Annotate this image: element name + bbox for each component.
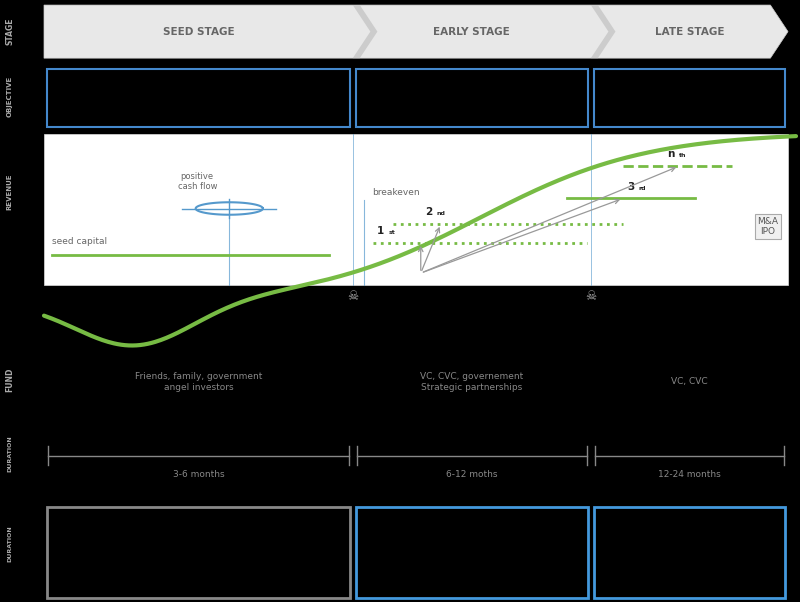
Text: 3: 3 <box>627 182 634 192</box>
Text: 1: 1 <box>377 226 384 237</box>
Text: DURATION: DURATION <box>7 526 12 562</box>
Text: ☠: ☠ <box>586 290 597 303</box>
Polygon shape <box>591 5 615 58</box>
Text: nd: nd <box>437 211 446 216</box>
Text: 12-24 months: 12-24 months <box>658 470 721 479</box>
Text: FUND: FUND <box>5 367 14 392</box>
Text: LATE STAGE: LATE STAGE <box>654 26 724 37</box>
Text: VC, CVC: VC, CVC <box>671 377 708 386</box>
Text: st: st <box>389 230 395 235</box>
Polygon shape <box>353 5 378 58</box>
Text: Friends, family, government
angel investors: Friends, family, government angel invest… <box>134 371 262 393</box>
Text: ☠: ☠ <box>347 290 358 303</box>
Bar <box>47 69 350 127</box>
Text: rd: rd <box>639 185 646 191</box>
Text: M&A
IPO: M&A IPO <box>758 217 778 236</box>
Text: breakeven: breakeven <box>372 188 419 197</box>
Text: 3-6 months: 3-6 months <box>173 470 224 479</box>
Bar <box>44 134 788 285</box>
Text: STAGE: STAGE <box>5 18 14 45</box>
Bar <box>356 507 588 598</box>
Bar <box>47 507 350 598</box>
Text: n: n <box>667 149 674 160</box>
Text: th: th <box>679 154 686 158</box>
Bar <box>594 69 785 127</box>
Text: EARLY STAGE: EARLY STAGE <box>434 26 510 37</box>
Text: REVENUE: REVENUE <box>6 173 13 210</box>
Text: SEED STAGE: SEED STAGE <box>162 26 234 37</box>
Text: 2: 2 <box>425 208 432 217</box>
Bar <box>356 69 588 127</box>
Text: positive
cash flow: positive cash flow <box>178 172 217 191</box>
Text: 6-12 moths: 6-12 moths <box>446 470 498 479</box>
Polygon shape <box>44 5 788 58</box>
Text: seed capital: seed capital <box>52 237 107 246</box>
Text: OBJECTIVE: OBJECTIVE <box>6 76 13 117</box>
Text: VC, CVC, governement
Strategic partnerships: VC, CVC, governement Strategic partnersh… <box>420 371 523 393</box>
Bar <box>594 507 785 598</box>
Text: DURATION: DURATION <box>7 435 12 472</box>
